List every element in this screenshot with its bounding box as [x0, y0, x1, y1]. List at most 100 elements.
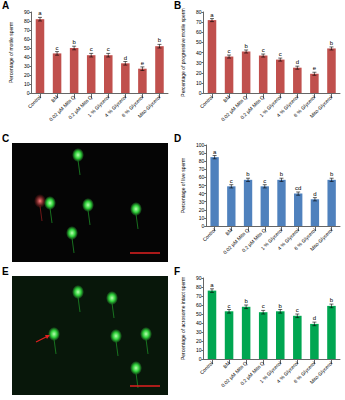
- svg-text:c: c: [228, 303, 231, 309]
- svg-text:a: a: [210, 282, 214, 288]
- svg-text:40: 40: [24, 54, 30, 60]
- svg-text:70: 70: [24, 27, 30, 33]
- svg-text:70: 70: [199, 166, 205, 172]
- svg-text:Mito-Glycerol: Mito-Glycerol: [309, 94, 334, 119]
- svg-text:Mito-Glycerol: Mito-Glycerol: [137, 94, 162, 119]
- svg-text:4 % Glycerol: 4 % Glycerol: [103, 93, 128, 119]
- svg-text:Control: Control: [199, 360, 215, 376]
- svg-text:d: d: [313, 315, 316, 321]
- svg-text:30: 30: [196, 329, 202, 335]
- svg-text:Mito-Glycerol: Mito-Glycerol: [309, 360, 334, 385]
- svg-text:30: 30: [199, 199, 205, 205]
- svg-text:c: c: [230, 178, 233, 184]
- svg-text:e: e: [141, 60, 145, 66]
- svg-text:30: 30: [24, 63, 30, 69]
- svg-text:40: 40: [199, 191, 205, 197]
- svg-text:1 % Glycerol: 1 % Glycerol: [258, 93, 283, 119]
- svg-text:10: 10: [24, 81, 30, 87]
- svg-text:a: a: [38, 10, 42, 16]
- svg-text:Percentage of acrosome intact: Percentage of acrosome intact sperm: [180, 277, 186, 360]
- svg-text:50: 50: [24, 45, 30, 51]
- svg-text:50: 50: [199, 183, 205, 189]
- svg-text:c: c: [90, 46, 93, 52]
- svg-text:c: c: [56, 45, 59, 51]
- svg-text:1 % Glycerol: 1 % Glycerol: [86, 93, 111, 119]
- svg-text:BM: BM: [222, 94, 232, 104]
- svg-text:Percentage of live sperm: Percentage of live sperm: [180, 158, 186, 213]
- svg-text:a: a: [210, 12, 214, 18]
- svg-text:40: 40: [196, 320, 202, 326]
- svg-text:d: d: [296, 59, 299, 65]
- svg-text:0.2 µM Mito Q: 0.2 µM Mito Q: [238, 359, 266, 387]
- svg-text:c: c: [279, 51, 282, 57]
- svg-text:b: b: [330, 171, 334, 177]
- svg-text:6 % Glycerol: 6 % Glycerol: [120, 93, 145, 119]
- svg-text:70: 70: [196, 19, 202, 25]
- svg-text:80: 80: [196, 9, 202, 15]
- svg-text:20: 20: [24, 72, 30, 78]
- svg-text:90: 90: [196, 275, 202, 281]
- svg-text:10: 10: [196, 80, 202, 86]
- svg-text:BM: BM: [222, 360, 232, 370]
- svg-text:b: b: [246, 171, 250, 177]
- svg-text:c: c: [262, 303, 265, 309]
- svg-text:20: 20: [199, 207, 205, 213]
- svg-text:c: c: [228, 48, 231, 54]
- svg-text:e: e: [313, 65, 317, 71]
- svg-text:20: 20: [196, 338, 202, 344]
- svg-text:Control: Control: [201, 227, 217, 243]
- svg-text:100: 100: [196, 142, 205, 148]
- svg-text:a: a: [213, 149, 217, 155]
- svg-text:60: 60: [196, 29, 202, 35]
- svg-text:10: 10: [196, 347, 202, 353]
- svg-text:0.02 µM Mito Q: 0.02 µM Mito Q: [47, 93, 77, 123]
- svg-text:b: b: [72, 39, 76, 45]
- svg-text:0: 0: [27, 90, 30, 96]
- svg-text:30: 30: [196, 60, 202, 66]
- svg-text:80: 80: [24, 18, 30, 24]
- svg-text:70: 70: [196, 293, 202, 299]
- svg-text:0: 0: [199, 356, 202, 362]
- svg-text:40: 40: [196, 50, 202, 56]
- svg-text:c: c: [262, 47, 265, 53]
- svg-text:b: b: [244, 43, 248, 49]
- svg-text:50: 50: [196, 311, 202, 317]
- svg-text:90: 90: [199, 150, 205, 156]
- svg-text:b: b: [280, 171, 284, 177]
- svg-text:b: b: [279, 303, 283, 309]
- svg-text:50: 50: [196, 39, 202, 45]
- svg-text:Percentage of motile sperm: Percentage of motile sperm: [8, 22, 14, 83]
- svg-text:60: 60: [24, 36, 30, 42]
- svg-text:10: 10: [199, 215, 205, 221]
- svg-text:Control: Control: [199, 94, 215, 110]
- svg-text:20: 20: [196, 70, 202, 76]
- svg-text:BM: BM: [50, 94, 60, 104]
- svg-text:d: d: [313, 191, 316, 197]
- svg-text:c: c: [263, 178, 266, 184]
- svg-text:c: c: [296, 307, 299, 313]
- svg-text:80: 80: [196, 284, 202, 290]
- svg-text:0.2 µM Mito Q: 0.2 µM Mito Q: [66, 93, 94, 121]
- svg-text:cd: cd: [295, 185, 301, 191]
- svg-text:0.2 µM Mito Q: 0.2 µM Mito Q: [240, 226, 267, 254]
- svg-text:b: b: [158, 37, 162, 43]
- svg-text:BM: BM: [224, 227, 234, 237]
- svg-text:90: 90: [24, 9, 30, 15]
- svg-text:Percentage of progressive moti: Percentage of progressive motile sperm: [180, 8, 186, 96]
- svg-text:0: 0: [199, 90, 202, 96]
- svg-text:60: 60: [199, 174, 205, 180]
- svg-text:0.02 µM Mito Q: 0.02 µM Mito Q: [221, 226, 251, 256]
- svg-text:b: b: [330, 297, 334, 303]
- svg-text:80: 80: [199, 158, 205, 164]
- svg-text:Control: Control: [27, 94, 43, 110]
- svg-text:60: 60: [196, 302, 202, 308]
- svg-text:0.2 µM Mito Q: 0.2 µM Mito Q: [238, 93, 266, 121]
- svg-text:0.02 µM Mito Q: 0.02 µM Mito Q: [219, 93, 249, 123]
- svg-text:0.02 µM Mito Q: 0.02 µM Mito Q: [219, 359, 249, 389]
- svg-text:b: b: [244, 298, 248, 304]
- svg-text:b: b: [330, 40, 334, 46]
- svg-text:0: 0: [201, 223, 204, 229]
- svg-text:Mito-Glycerol: Mito-Glycerol: [309, 227, 334, 252]
- svg-text:d: d: [124, 55, 127, 61]
- svg-text:c: c: [107, 46, 110, 52]
